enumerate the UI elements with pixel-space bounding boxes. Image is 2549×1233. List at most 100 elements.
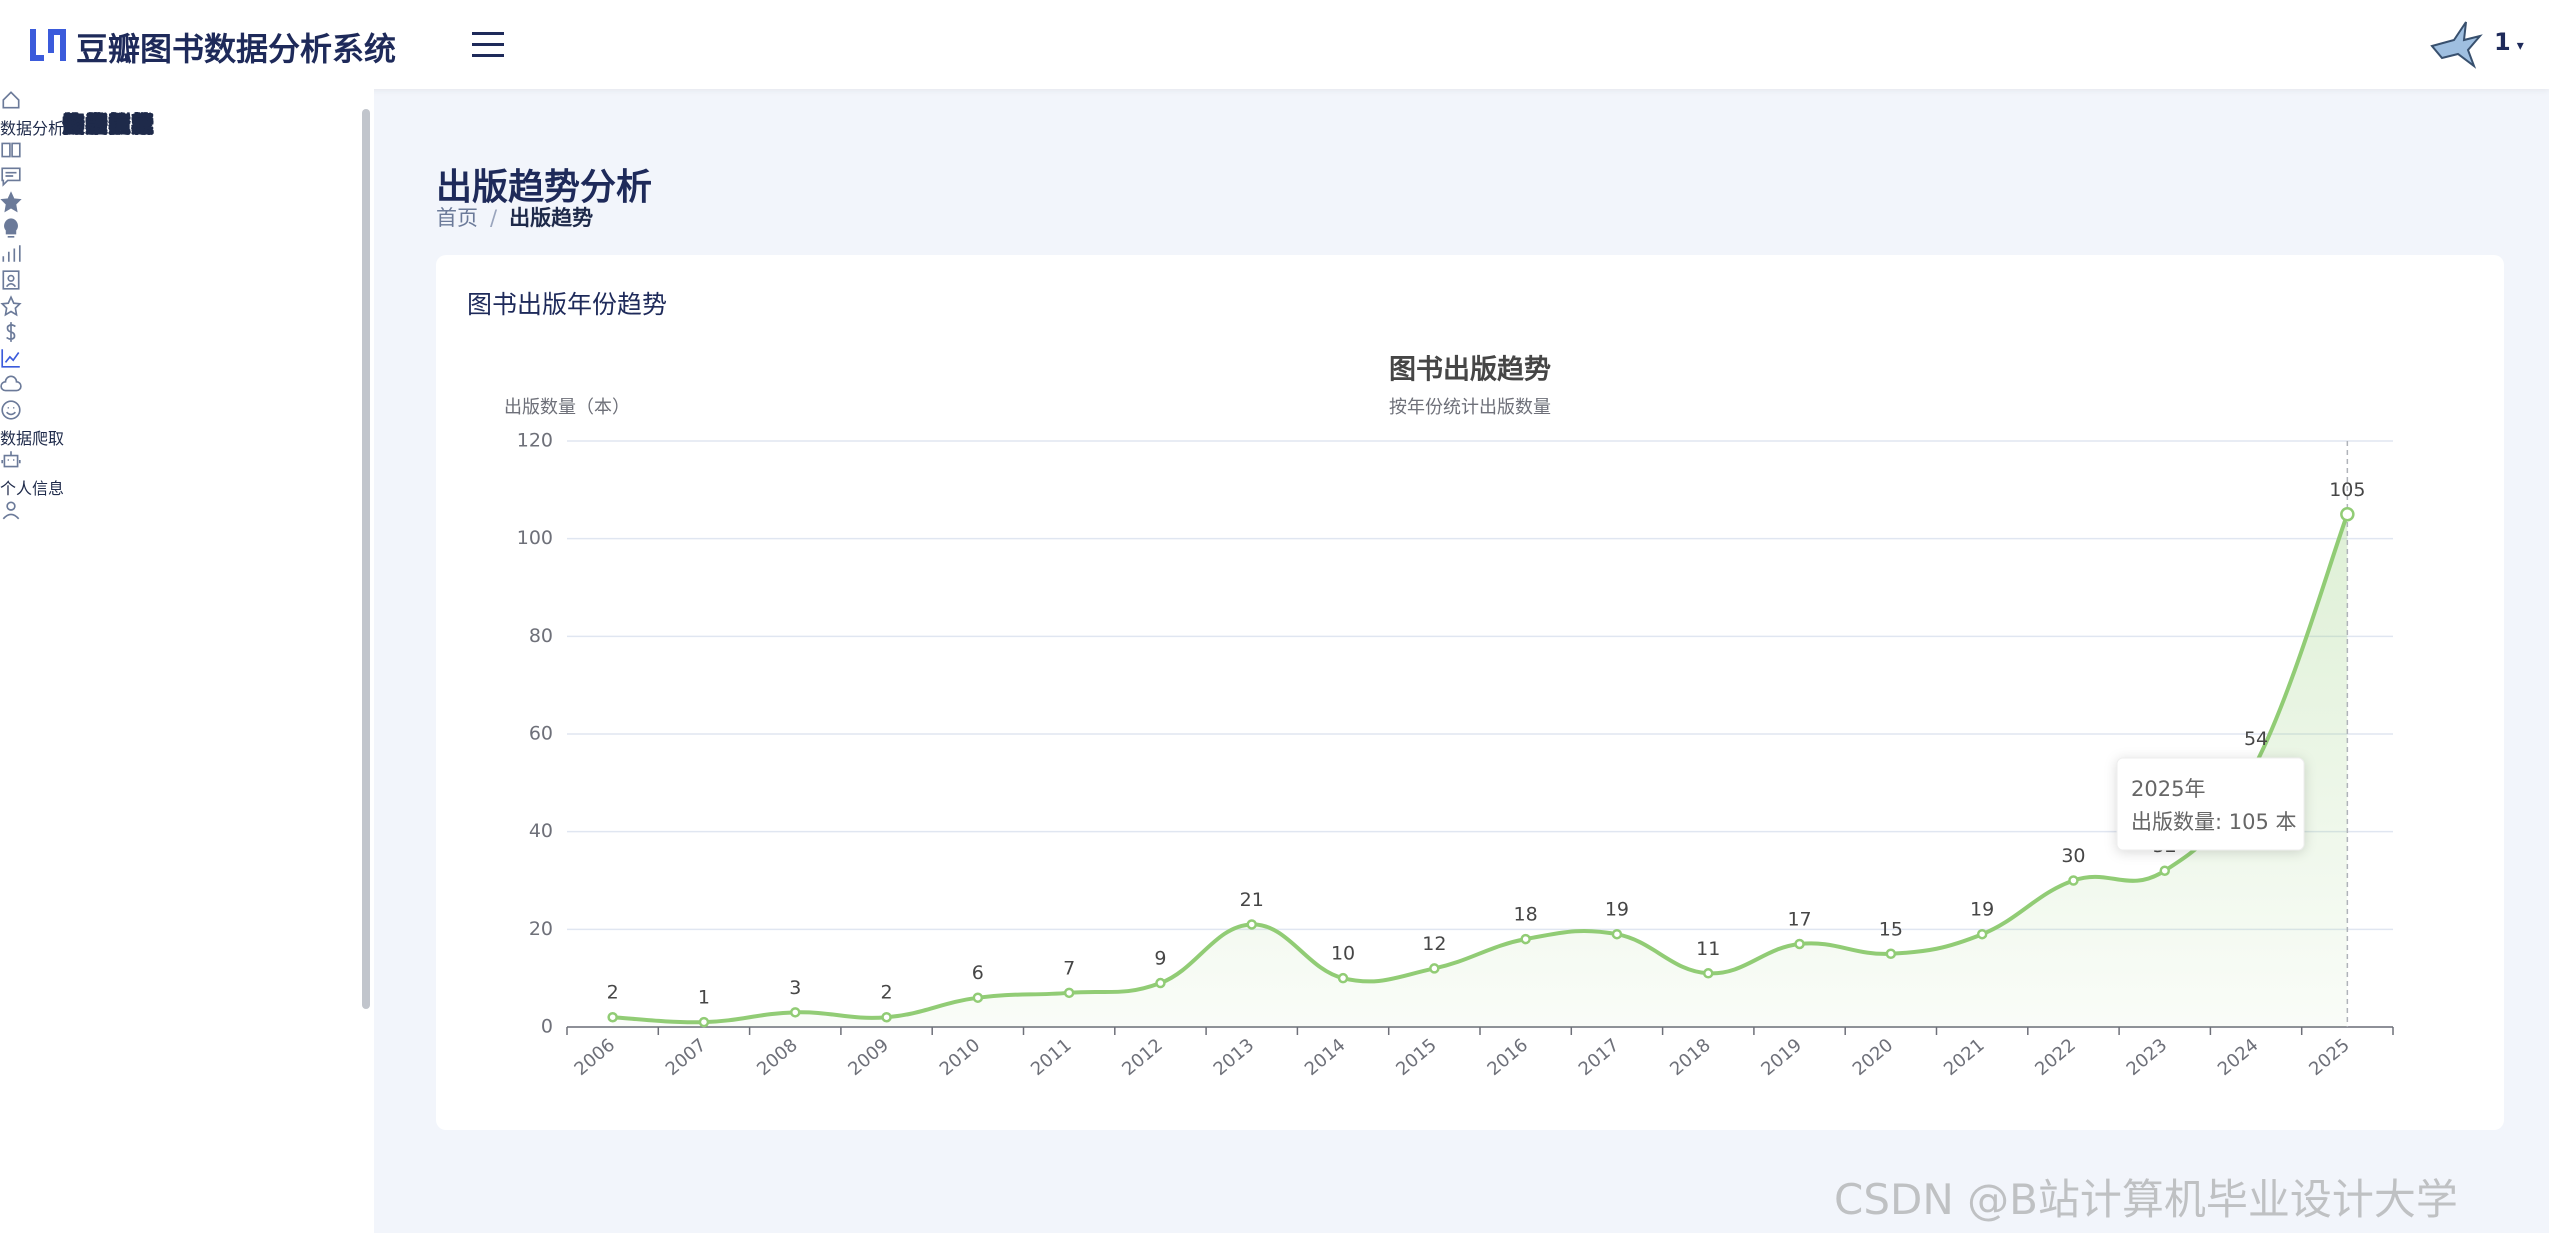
- x-tick-label: 2020: [1849, 1035, 1898, 1081]
- nav-icon: [6, 322, 16, 342]
- tooltip-box: [2116, 757, 2305, 851]
- nav-label[interactable]: 评分分析: [62, 112, 154, 138]
- nav-label[interactable]: 分类分析: [62, 112, 154, 138]
- data-label: 19: [1970, 899, 1994, 921]
- nav-item[interactable]: 分类分析: [0, 112, 374, 269]
- data-label: 105: [2329, 479, 2365, 501]
- nav-label[interactable]: 爬虫管理: [62, 112, 154, 138]
- x-tick-label: 2023: [2123, 1035, 2172, 1081]
- tooltip-title: 2025年: [2131, 777, 2205, 801]
- menu-toggle[interactable]: [470, 30, 506, 60]
- avatar[interactable]: [2428, 16, 2484, 72]
- nav-item[interactable]: 评分分析: [0, 112, 374, 321]
- watermark: CSDN @B站计算机毕业设计大学: [1834, 1175, 2458, 1224]
- x-tick-label: 2017: [1575, 1035, 1624, 1081]
- nav-icon-shape: [1, 349, 20, 368]
- x-tick-label: 2016: [1483, 1035, 1532, 1081]
- data-label: 9: [1154, 948, 1166, 970]
- logo-icon: [30, 29, 66, 61]
- nav-label[interactable]: 数据概览: [62, 112, 154, 138]
- nav-label[interactable]: 价格分析: [62, 112, 154, 138]
- data-label: 2: [607, 982, 619, 1004]
- data-label: 3: [789, 977, 801, 999]
- y-tick-label: 60: [529, 723, 553, 745]
- nav-label[interactable]: 情感分析: [62, 112, 154, 138]
- nav-label[interactable]: 评论列表: [62, 112, 154, 138]
- nav-item[interactable]: 评论列表: [0, 112, 374, 191]
- nav-item[interactable]: 图书收藏: [0, 112, 374, 217]
- y-tick-label: 100: [517, 527, 553, 549]
- nav-item[interactable]: 图书数据: [0, 112, 374, 165]
- data-point: [1976, 928, 1988, 940]
- scrollbar[interactable]: [362, 109, 370, 1009]
- x-tick-label: 2013: [1210, 1035, 1259, 1081]
- nav-icon: [4, 218, 18, 238]
- nav-item[interactable]: 智能推荐: [0, 112, 374, 243]
- nav-item[interactable]: 情感分析: [0, 112, 374, 425]
- x-tick-label: 2018: [1666, 1035, 1715, 1081]
- nav-icon: [2, 91, 20, 109]
- nav-item[interactable]: 词云图: [0, 112, 374, 399]
- header: 豆瓣图书数据分析系统 1 ▾: [0, 0, 2549, 89]
- chart: 图书出版趋势 按年份统计出版数量 出版数量（本） 020406080100120…: [504, 355, 2394, 1081]
- nav-icon-shape: [2, 270, 20, 290]
- nav-icon: [1, 349, 20, 368]
- nav-icon-shape: [1, 167, 21, 187]
- x-tick-label: 2007: [662, 1035, 711, 1081]
- data-label: 2: [881, 982, 893, 1004]
- page-title: 出版趋势分析: [436, 167, 653, 208]
- nav-label[interactable]: 修改信息: [62, 112, 154, 138]
- nav-icon-shape: [6, 322, 16, 342]
- nav-section: 个人信息: [0, 479, 65, 498]
- data-label: 15: [1879, 918, 1903, 940]
- data-point: [1337, 972, 1349, 984]
- x-tick-label: 2024: [2214, 1035, 2263, 1081]
- x-tick-label: 2011: [1027, 1035, 1076, 1081]
- x-tick-label: 2022: [2031, 1035, 2080, 1081]
- nav-label[interactable]: 智能推荐: [62, 112, 154, 138]
- data-point: [1155, 977, 1166, 989]
- user-name[interactable]: 1: [2494, 28, 2511, 56]
- data-label: 6: [972, 962, 984, 984]
- nav-icon-shape: [1, 142, 21, 158]
- data-point: [1246, 919, 1257, 930]
- nav-icon-shape: [2, 91, 20, 109]
- x-tick-label: 2006: [570, 1035, 619, 1081]
- nav-icon: [0, 295, 22, 317]
- breadcrumb-link[interactable]: 首页: [436, 206, 478, 230]
- nav-icon-shape: [0, 191, 22, 213]
- nav-icon-shape: [0, 375, 22, 392]
- nav-item[interactable]: 作者分析: [0, 112, 374, 295]
- x-tick-label: 2025: [2305, 1035, 2354, 1081]
- nav-label[interactable]: 出版趋势: [62, 112, 154, 138]
- chart-title: 图书出版趋势: [1389, 355, 1551, 386]
- nav-label[interactable]: 图书数据: [62, 112, 154, 138]
- data-label: 10: [1331, 943, 1355, 965]
- data-point: [1794, 938, 1805, 950]
- nav-label[interactable]: 词云图: [62, 112, 131, 138]
- y-axis-title: 出版数量（本）: [504, 397, 630, 418]
- nav-icon: [1, 167, 21, 187]
- data-label: 18: [1514, 904, 1538, 926]
- data-point: [790, 1007, 801, 1018]
- nav-icon-shape: [4, 218, 18, 238]
- nav-item[interactable]: 出版趋势: [0, 112, 374, 373]
- x-tick-label: 2021: [1940, 1035, 1989, 1081]
- nav-label[interactable]: 作者分析: [62, 112, 154, 138]
- data-point: [881, 1011, 892, 1023]
- user-menu[interactable]: 1 ▾: [2494, 28, 2524, 56]
- nav-item[interactable]: 爬虫管理: [0, 112, 374, 475]
- nav-item[interactable]: 数据概览: [0, 89, 374, 138]
- breadcrumb: 首页 / 出版趋势: [436, 202, 593, 232]
- card-title: 图书出版年份趋势: [467, 290, 668, 319]
- nav-item[interactable]: 修改信息: [0, 112, 374, 525]
- data-label: 19: [1605, 899, 1629, 921]
- data-point: [1063, 987, 1075, 999]
- nav-label[interactable]: 图书收藏: [62, 112, 154, 138]
- tooltip-text: 出版数量: 105 本: [2131, 810, 2297, 834]
- nav-item[interactable]: 价格分析: [0, 112, 374, 347]
- x-tick-label: 2019: [1757, 1035, 1806, 1081]
- nav-section: 数据爬取: [0, 429, 65, 448]
- data-point: [1703, 968, 1714, 979]
